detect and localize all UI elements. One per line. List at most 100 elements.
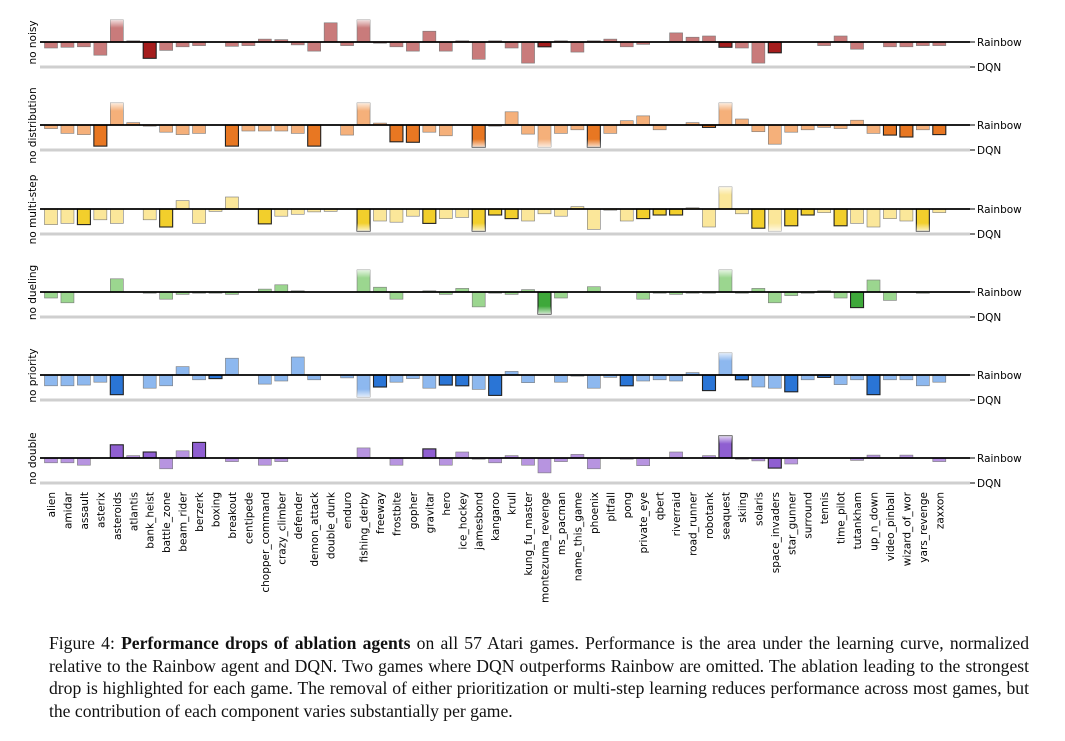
bar-no-distribution-demon_attack xyxy=(307,124,322,147)
bar-no-priority-zaxxon xyxy=(932,374,947,383)
bar-no-multi-step-breakout xyxy=(225,196,239,210)
dqn-label-no-dueling: DQN xyxy=(977,312,1001,324)
category-label-kung_fu_master: kung_fu_master xyxy=(523,491,535,575)
bar-no-distribution-hero xyxy=(438,124,453,137)
category-label-double_dunk: double_dunk xyxy=(326,491,338,559)
bar-fade-no-distribution-phoenix xyxy=(587,139,601,148)
chart-svg: Rainbow DQN no noisy Rainbow DQN no distribut… xyxy=(27,19,1022,603)
bar-fade-no-distribution-jamesbond xyxy=(472,139,486,148)
category-label-road_runner: road_runner xyxy=(688,491,700,556)
bar-no-multi-step-up_n_down xyxy=(866,208,881,228)
bar-no-multi-step-wizard_of_wor xyxy=(899,208,914,222)
category-label-fishing_derby: fishing_derby xyxy=(359,492,371,563)
bar-no-double-beam_rider xyxy=(175,450,190,459)
bar-no-distribution-star_gunner xyxy=(784,124,799,133)
category-label-asterix: asterix xyxy=(95,492,107,528)
bar-no-priority-yars_revenge xyxy=(916,374,930,387)
bar-no-double-assault xyxy=(77,457,91,466)
bar-fade-no-noisy-asteroids xyxy=(110,19,124,28)
bar-no-priority-alien xyxy=(44,374,58,387)
bar-no-multi-step-alien xyxy=(44,208,58,225)
bar-no-double-private_eye xyxy=(636,457,651,466)
category-label-time_pilot: time_pilot xyxy=(836,492,848,544)
bar-no-noisy-jamesbond xyxy=(471,41,486,60)
bar-no-double-berzerk xyxy=(192,441,207,459)
bar-fade-no-distribution-fishing_derby xyxy=(357,102,371,111)
bar-no-priority-breakout xyxy=(225,357,239,376)
category-label-atlantis: atlantis xyxy=(128,492,140,531)
bar-fade-no-dueling-fishing_derby xyxy=(357,269,371,278)
bar-no-multi-step-crazy_climber xyxy=(274,208,289,217)
bar-no-priority-time_pilot xyxy=(833,374,848,385)
bar-no-priority-frostbite xyxy=(389,374,404,383)
bar-no-dueling-private_eye xyxy=(636,291,651,300)
bar-no-distribution-defender xyxy=(290,124,305,134)
bar-no-noisy-double_dunk xyxy=(323,22,338,43)
rainbow-label-no-double: Rainbow xyxy=(977,453,1022,465)
bar-no-priority-pong xyxy=(619,374,634,387)
category-label-chopper_command: chopper_command xyxy=(260,492,272,593)
bar-no-priority-amidar xyxy=(60,374,75,387)
category-label-centipede: centipede xyxy=(243,492,255,544)
category-label-bank_heist: bank_heist xyxy=(145,492,157,549)
category-label-freeway: freeway xyxy=(375,492,387,534)
bar-no-noisy-skiing xyxy=(735,41,749,49)
bar-fade-no-multi-step-yars_revenge xyxy=(916,223,930,232)
bar-no-priority-bank_heist xyxy=(142,374,157,389)
bar-no-dueling-crazy_climber xyxy=(274,284,289,293)
bar-no-distribution-gravitar xyxy=(422,124,437,133)
bar-no-distribution-enduro xyxy=(340,124,354,136)
bar-no-multi-step-robotank xyxy=(702,208,716,228)
bar-no-distribution-private_eye xyxy=(636,115,651,126)
bar-no-priority-defender xyxy=(290,356,305,376)
bar-no-distribution-battle_zone xyxy=(159,124,173,133)
bar-no-dueling-up_n_down xyxy=(866,279,881,293)
bar-no-multi-step-star_gunner xyxy=(784,208,799,227)
bar-no-multi-step-battle_zone xyxy=(159,208,174,228)
category-label-beam_rider: beam_rider xyxy=(178,491,190,551)
bar-no-multi-step-berzerk xyxy=(192,208,206,224)
category-label-assault: assault xyxy=(79,492,91,530)
bar-no-dueling-video_pinball xyxy=(883,291,897,301)
category-label-montezuma_revenge: montezuma_revenge xyxy=(540,492,552,603)
rainbow-label-no-noisy: Rainbow xyxy=(977,37,1022,49)
bar-no-distribution-pitfall xyxy=(603,124,618,134)
bar-no-double-chopper_command xyxy=(258,457,272,466)
bar-fade-no-multi-step-space_invaders xyxy=(768,223,782,232)
bar-no-multi-step-private_eye xyxy=(636,208,651,220)
bar-no-multi-step-solaris xyxy=(751,208,766,229)
category-label-defender: defender xyxy=(293,491,305,539)
bar-no-noisy-alien xyxy=(44,41,58,49)
bar-no-double-fishing_derby xyxy=(356,447,371,459)
bar-no-multi-step-phoenix xyxy=(587,208,601,230)
series-label-no-dueling: no dueling xyxy=(27,265,39,320)
category-label-frostbite: frostbite xyxy=(391,492,403,536)
category-label-up_n_down: up_n_down xyxy=(869,492,881,551)
bar-no-double-kung_fu_master xyxy=(521,457,535,466)
bar-fade-no-noisy-fishing_derby xyxy=(357,19,371,28)
bar-no-multi-step-frostbite xyxy=(389,208,404,223)
bar-no-dueling-jamesbond xyxy=(471,291,486,308)
series-label-no-priority: no priority xyxy=(27,348,39,402)
bar-no-multi-step-beam_rider xyxy=(175,200,190,210)
series-label-no-double: no double xyxy=(27,432,39,484)
bar-fade-no-multi-step-fishing_derby xyxy=(357,223,371,232)
bar-no-multi-step-hero xyxy=(438,208,453,219)
bar-no-priority-up_n_down xyxy=(866,374,881,396)
category-label-yars_revenge: yars_revenge xyxy=(918,492,930,563)
category-label-phoenix: phoenix xyxy=(589,492,601,534)
bar-no-priority-gravitar xyxy=(422,374,437,389)
caption-prefix: Figure 4: xyxy=(49,633,122,653)
bar-no-noisy-demon_attack xyxy=(307,41,322,52)
category-label-kangaroo: kangaroo xyxy=(490,492,502,541)
bar-no-multi-step-freeway xyxy=(373,208,387,222)
category-label-enduro: enduro xyxy=(342,492,354,529)
category-label-alien: alien xyxy=(46,492,58,517)
category-label-skiing: skiing xyxy=(737,492,749,523)
category-label-tutankham: tutankham xyxy=(852,492,864,549)
category-label-battle_zone: battle_zone xyxy=(161,492,173,553)
bar-no-noisy-name_this_game xyxy=(570,41,585,53)
bar-no-multi-step-gopher xyxy=(406,208,420,217)
bar-no-priority-asteroids xyxy=(109,374,124,396)
bar-no-distribution-up_n_down xyxy=(866,124,881,134)
